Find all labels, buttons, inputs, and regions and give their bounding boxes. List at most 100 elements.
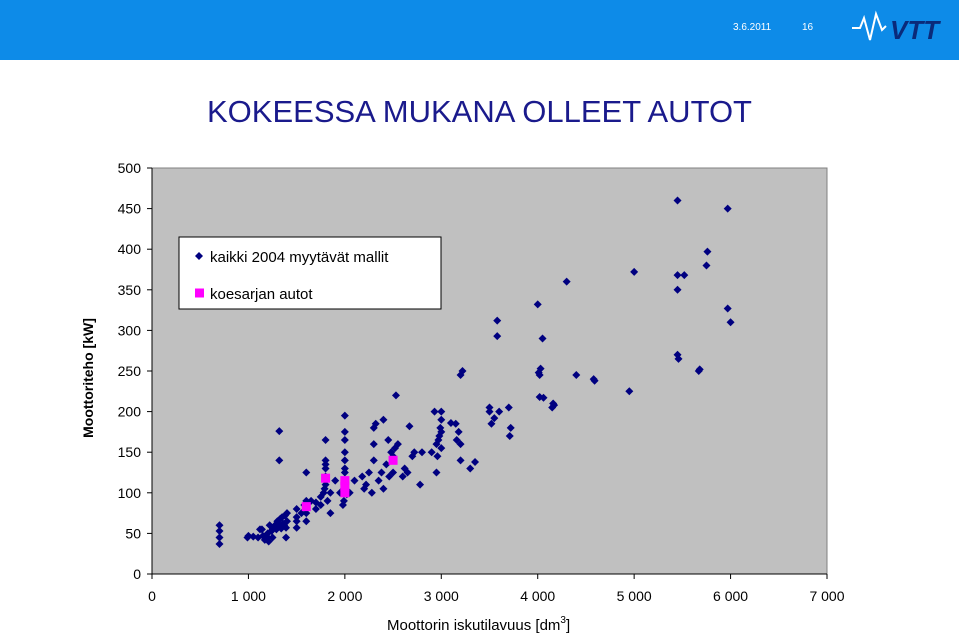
- data-point-diamond: [302, 517, 311, 526]
- data-point-diamond: [533, 300, 542, 309]
- data-point-diamond: [454, 427, 463, 436]
- data-point-diamond: [257, 525, 266, 534]
- data-point-diamond: [331, 476, 340, 485]
- data-point-diamond: [673, 285, 682, 294]
- x-tick-label: 3 000: [424, 588, 459, 604]
- data-point-diamond: [358, 472, 367, 481]
- data-point-diamond: [437, 415, 446, 424]
- data-point-diamond: [316, 500, 325, 509]
- y-tick-label: 500: [118, 160, 142, 176]
- data-point-diamond: [311, 505, 320, 514]
- data-point-diamond: [340, 448, 349, 457]
- data-point-square: [340, 481, 350, 491]
- data-point-diamond: [535, 371, 544, 380]
- x-tick-label: 2 000: [327, 588, 362, 604]
- data-point-diamond: [427, 448, 436, 457]
- data-point-diamond: [326, 488, 335, 497]
- y-tick-label: 0: [133, 566, 141, 582]
- data-point-diamond: [275, 427, 284, 436]
- data-point-diamond: [416, 480, 425, 489]
- data-point-diamond: [432, 468, 441, 477]
- data-point-diamond: [268, 533, 277, 542]
- y-tick-label: 250: [118, 363, 142, 379]
- slide-title: KOKEESSA MUKANA OLLEET AUTOT: [207, 94, 752, 129]
- data-point-diamond: [340, 436, 349, 445]
- page-number: 16: [802, 22, 814, 33]
- data-point-diamond: [562, 277, 571, 286]
- x-tick-label: 4 000: [520, 588, 555, 604]
- data-point-diamond: [384, 436, 393, 445]
- data-point-diamond: [275, 456, 284, 465]
- data-point-diamond: [405, 422, 414, 431]
- data-point-diamond: [323, 496, 332, 505]
- data-point-diamond: [539, 393, 548, 402]
- data-point-diamond: [695, 365, 704, 374]
- data-point-diamond: [340, 464, 349, 473]
- data-point-diamond: [374, 476, 383, 485]
- data-point-diamond: [487, 419, 496, 428]
- data-point-diamond: [437, 427, 446, 436]
- data-point-diamond: [456, 440, 465, 449]
- y-tick-label: 50: [125, 525, 141, 541]
- data-point-diamond: [703, 247, 712, 256]
- data-point-diamond: [215, 539, 224, 548]
- data-point-diamond: [418, 448, 426, 457]
- data-point-diamond: [550, 401, 559, 410]
- logo-text: VTT: [890, 15, 941, 45]
- data-point-diamond: [215, 526, 224, 535]
- data-point-diamond: [446, 418, 455, 427]
- data-point-diamond: [340, 456, 349, 465]
- y-tick-label: 300: [118, 322, 142, 338]
- data-point-diamond: [292, 517, 301, 526]
- y-axis: 0 50 100 150 200 250 300 350 400 450 500: [118, 160, 153, 582]
- data-point-diamond: [630, 267, 639, 276]
- data-point-diamond: [723, 204, 732, 213]
- data-point-diamond: [726, 318, 735, 327]
- data-point-diamond: [377, 468, 386, 477]
- data-point-diamond: [403, 468, 412, 477]
- y-tick-label: 150: [118, 444, 142, 460]
- data-point-diamond: [321, 460, 330, 469]
- data-point-diamond: [673, 196, 682, 205]
- data-point-diamond: [456, 456, 465, 465]
- y-tick-label: 450: [118, 201, 142, 217]
- data-point-diamond: [326, 509, 335, 518]
- data-point-diamond: [506, 423, 515, 432]
- data-point-diamond: [362, 480, 371, 489]
- data-point-diamond: [458, 367, 467, 375]
- data-point-diamond: [590, 376, 599, 385]
- data-point-square: [388, 455, 398, 465]
- data-point-diamond: [504, 403, 513, 412]
- data-point-diamond: [433, 452, 442, 461]
- x-tick-label: 7 000: [809, 588, 844, 604]
- data-point-diamond: [283, 509, 291, 518]
- data-point-diamond: [673, 271, 682, 280]
- data-point-diamond: [379, 415, 388, 424]
- data-point-diamond: [391, 391, 400, 400]
- data-point-diamond: [471, 457, 480, 466]
- x-tick-label: 1 000: [231, 588, 266, 604]
- x-axis: 0 1 000 2 000 3 000 4 000 5 000 6 000 7 000: [148, 573, 845, 604]
- data-point-diamond: [292, 505, 301, 514]
- data-point-diamond: [572, 371, 581, 380]
- data-point-diamond: [215, 521, 224, 530]
- data-point-diamond: [369, 456, 378, 465]
- data-point-diamond: [485, 407, 494, 416]
- data-point-diamond: [371, 419, 380, 428]
- data-point-diamond: [490, 414, 499, 423]
- data-point-diamond: [723, 304, 732, 313]
- slide-date: 3.6.2011: [733, 22, 772, 33]
- data-point-diamond: [379, 484, 388, 493]
- data-point-square: [321, 473, 331, 483]
- data-point-diamond: [249, 532, 258, 541]
- data-point-diamond: [437, 444, 446, 453]
- data-point-diamond: [680, 271, 689, 280]
- data-point-diamond: [382, 460, 391, 469]
- plot-area: [151, 167, 828, 575]
- data-point-diamond: [340, 427, 349, 436]
- legend-box: [178, 236, 442, 310]
- data-point-diamond: [493, 332, 502, 341]
- legend-label: koesarjan autot: [210, 286, 313, 303]
- data-point-diamond: [369, 440, 378, 449]
